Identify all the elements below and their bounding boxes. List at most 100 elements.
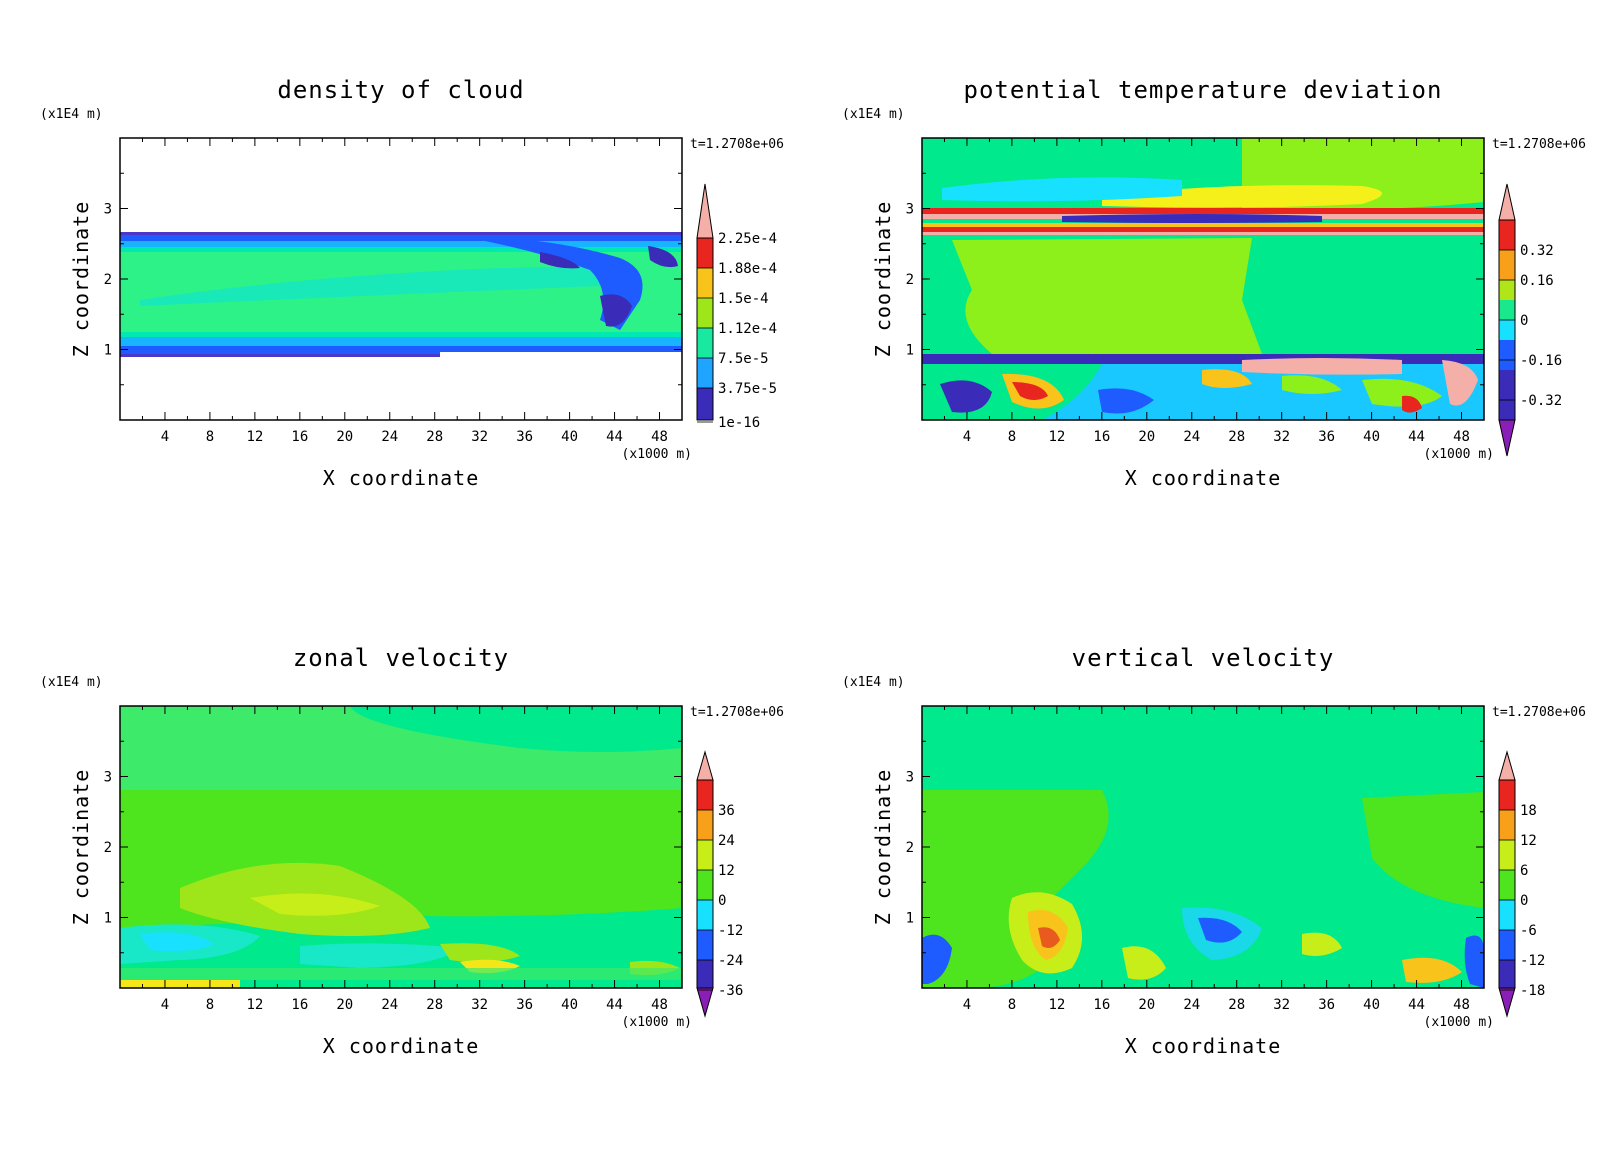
colorbar-label: 1.12e-4 [718,321,777,337]
colorbar-label: 6 [1520,863,1528,879]
colorbar-label: 24 [718,833,735,849]
x-tick-label: 32 [1273,429,1290,445]
x-tick-label: 40 [1363,997,1380,1013]
colorbar-extend-min [1498,419,1516,457]
x-axis-label: X coordinate [1125,1034,1282,1058]
x-tick-label: 24 [381,997,398,1013]
colorbar: 18 12 6 0 -6 -12 -18 [1498,750,1545,1018]
x-tick-label: 12 [246,429,263,445]
y-axis-label: Z coordinate [69,769,93,926]
x-tick-label: 16 [291,429,308,445]
y-tick-label: 2 [906,272,914,288]
y-scale-label: (x1E4 m) [842,675,905,690]
colorbar-extend-max [1498,183,1516,221]
colorbar-label: 36 [718,803,735,819]
y-scale-label: (x1E4 m) [40,107,103,122]
x-tick-label: 12 [246,997,263,1013]
x-tick-label: 20 [1138,997,1155,1013]
colorbar-label: -0.16 [1520,353,1562,369]
x-tick-label: 28 [1228,997,1245,1013]
x-axis: 4 8 12 16 20 24 28 32 36 40 44 48 [141,138,668,445]
colorbar-label: 12 [1520,833,1537,849]
x-tick-label: 20 [1138,429,1155,445]
y-axis-label: Z coordinate [871,201,895,358]
colorbar-label: -0.32 [1520,393,1562,409]
colorbar-label: 3.75e-5 [718,381,777,397]
colorbar-label: 1e-16 [718,415,760,431]
x-tick-label: 20 [336,429,353,445]
x-tick-label: 36 [1318,429,1335,445]
x-tick-label: 4 [161,997,169,1013]
x-axis-label: X coordinate [1125,466,1282,490]
panel-title: density of cloud [277,76,524,104]
x-tick-label: 16 [291,997,308,1013]
colorbar-extend-max [1498,750,1516,781]
time-label: t=1.2708e+06 [690,705,784,720]
x-tick-label: 4 [963,997,971,1013]
colorbar-extend-max [696,183,714,239]
y-tick-label: 3 [104,202,112,218]
contour-field [120,706,682,988]
colorbar-labels: 0.32 0.16 0 -0.16 -0.32 [1499,243,1562,409]
x-axis: 4 8 12 16 20 24 28 32 36 40 44 48 [943,706,1470,1013]
x-scale-label: (x1000 m) [1424,447,1494,462]
colorbar-label: 0 [718,893,726,909]
x-tick-label: 48 [1453,997,1470,1013]
colorbar: 0.32 0.16 0 -0.16 -0.32 [1498,183,1562,457]
x-tick-label: 36 [516,997,533,1013]
x-tick-label: 32 [471,997,488,1013]
colorbar-label: -6 [1520,923,1537,939]
x-tick-label: 28 [426,429,443,445]
x-tick-label: 4 [963,429,971,445]
colorbar-label: -18 [1520,983,1545,999]
x-tick-label: 12 [1048,997,1065,1013]
y-axis: 1 2 3 [906,740,1484,954]
x-axis-label: X coordinate [323,1034,480,1058]
x-tick-label: 8 [206,997,214,1013]
x-tick-label: 24 [1183,429,1200,445]
panel-title: zonal velocity [293,644,509,672]
y-tick-label: 2 [906,840,914,856]
time-label: t=1.2708e+06 [1492,137,1586,152]
y-tick-label: 3 [104,770,112,786]
contour-field [120,138,682,420]
x-tick-label: 4 [161,429,169,445]
x-tick-label: 16 [1093,429,1110,445]
colorbar-extend-min [1498,987,1516,1018]
colorbar-label: -24 [718,953,743,969]
panel-vertical-velocity: vertical velocity (x1E4 m) t=1.2708e+06 … [842,644,1586,1058]
x-tick-label: 36 [516,429,533,445]
colorbar-label: 12 [718,863,735,879]
y-axis-label: Z coordinate [871,769,895,926]
contour-field [922,706,1484,988]
x-tick-label: 44 [1408,429,1425,445]
y-scale-label: (x1E4 m) [842,107,905,122]
x-tick-label: 32 [1273,997,1290,1013]
y-tick-label: 1 [104,911,112,927]
colorbar-label: 7.5e-5 [718,351,769,367]
time-label: t=1.2708e+06 [690,137,784,152]
colorbar-label: 0.16 [1520,273,1554,289]
y-tick-label: 3 [906,202,914,218]
y-tick-label: 2 [104,840,112,856]
x-tick-label: 48 [651,429,668,445]
panel-title: vertical velocity [1072,644,1335,672]
y-tick-label: 3 [906,770,914,786]
x-tick-label: 24 [1183,997,1200,1013]
y-scale-label: (x1E4 m) [40,675,103,690]
x-scale-label: (x1000 m) [1424,1015,1494,1030]
x-tick-label: 12 [1048,429,1065,445]
colorbar-label: 18 [1520,803,1537,819]
y-tick-label: 1 [906,911,914,927]
y-axis-label: Z coordinate [69,201,93,358]
y-tick-label: 1 [104,343,112,359]
colorbar-label: 1.88e-4 [718,261,777,277]
x-tick-label: 24 [381,429,398,445]
x-tick-label: 40 [561,997,578,1013]
y-axis: 1 2 3 [104,172,682,386]
colorbar-label: 0.32 [1520,243,1554,259]
colorbar-extend-min [696,987,714,1018]
colorbar-label: 0 [1520,893,1528,909]
contour-field [922,138,1484,420]
